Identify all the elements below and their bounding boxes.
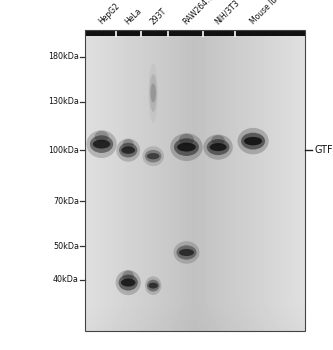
- Ellipse shape: [119, 143, 138, 158]
- Text: NIH/3T3: NIH/3T3: [213, 0, 241, 26]
- Ellipse shape: [90, 135, 113, 153]
- Text: 130kDa: 130kDa: [48, 98, 79, 106]
- Ellipse shape: [123, 139, 134, 148]
- Bar: [85, 30, 305, 36]
- Ellipse shape: [95, 131, 109, 142]
- Text: GTF3C3: GTF3C3: [314, 145, 333, 155]
- Ellipse shape: [179, 249, 194, 256]
- Ellipse shape: [116, 270, 141, 295]
- Ellipse shape: [210, 143, 226, 151]
- Ellipse shape: [150, 74, 157, 112]
- Ellipse shape: [143, 146, 164, 166]
- Ellipse shape: [170, 133, 203, 161]
- Text: 180kDa: 180kDa: [48, 52, 79, 61]
- Ellipse shape: [211, 135, 225, 145]
- Ellipse shape: [151, 84, 156, 103]
- Ellipse shape: [145, 276, 162, 295]
- Text: RAW264.7: RAW264.7: [182, 0, 216, 26]
- Ellipse shape: [177, 143, 196, 152]
- Ellipse shape: [203, 134, 233, 160]
- Ellipse shape: [121, 146, 135, 154]
- Ellipse shape: [119, 275, 138, 290]
- Text: HeLa: HeLa: [124, 6, 144, 26]
- Ellipse shape: [147, 153, 160, 159]
- Ellipse shape: [179, 134, 194, 145]
- Text: 50kDa: 50kDa: [53, 242, 79, 251]
- Ellipse shape: [93, 140, 110, 148]
- Ellipse shape: [237, 128, 269, 154]
- Bar: [85, 30, 305, 331]
- Text: 100kDa: 100kDa: [48, 146, 79, 155]
- Ellipse shape: [149, 283, 158, 288]
- Ellipse shape: [121, 279, 136, 287]
- Text: 70kDa: 70kDa: [53, 197, 79, 206]
- Text: Mouse lung: Mouse lung: [248, 0, 286, 26]
- Ellipse shape: [174, 138, 199, 156]
- Ellipse shape: [244, 137, 262, 145]
- Ellipse shape: [123, 271, 134, 281]
- Ellipse shape: [116, 139, 140, 162]
- Text: HepG2: HepG2: [97, 2, 122, 26]
- Text: 40kDa: 40kDa: [53, 275, 79, 284]
- Ellipse shape: [207, 139, 229, 155]
- Text: 293T: 293T: [149, 6, 168, 26]
- Ellipse shape: [173, 241, 199, 264]
- Ellipse shape: [87, 130, 117, 158]
- Ellipse shape: [145, 150, 162, 162]
- Ellipse shape: [147, 280, 160, 292]
- Ellipse shape: [241, 133, 265, 149]
- Ellipse shape: [176, 245, 196, 260]
